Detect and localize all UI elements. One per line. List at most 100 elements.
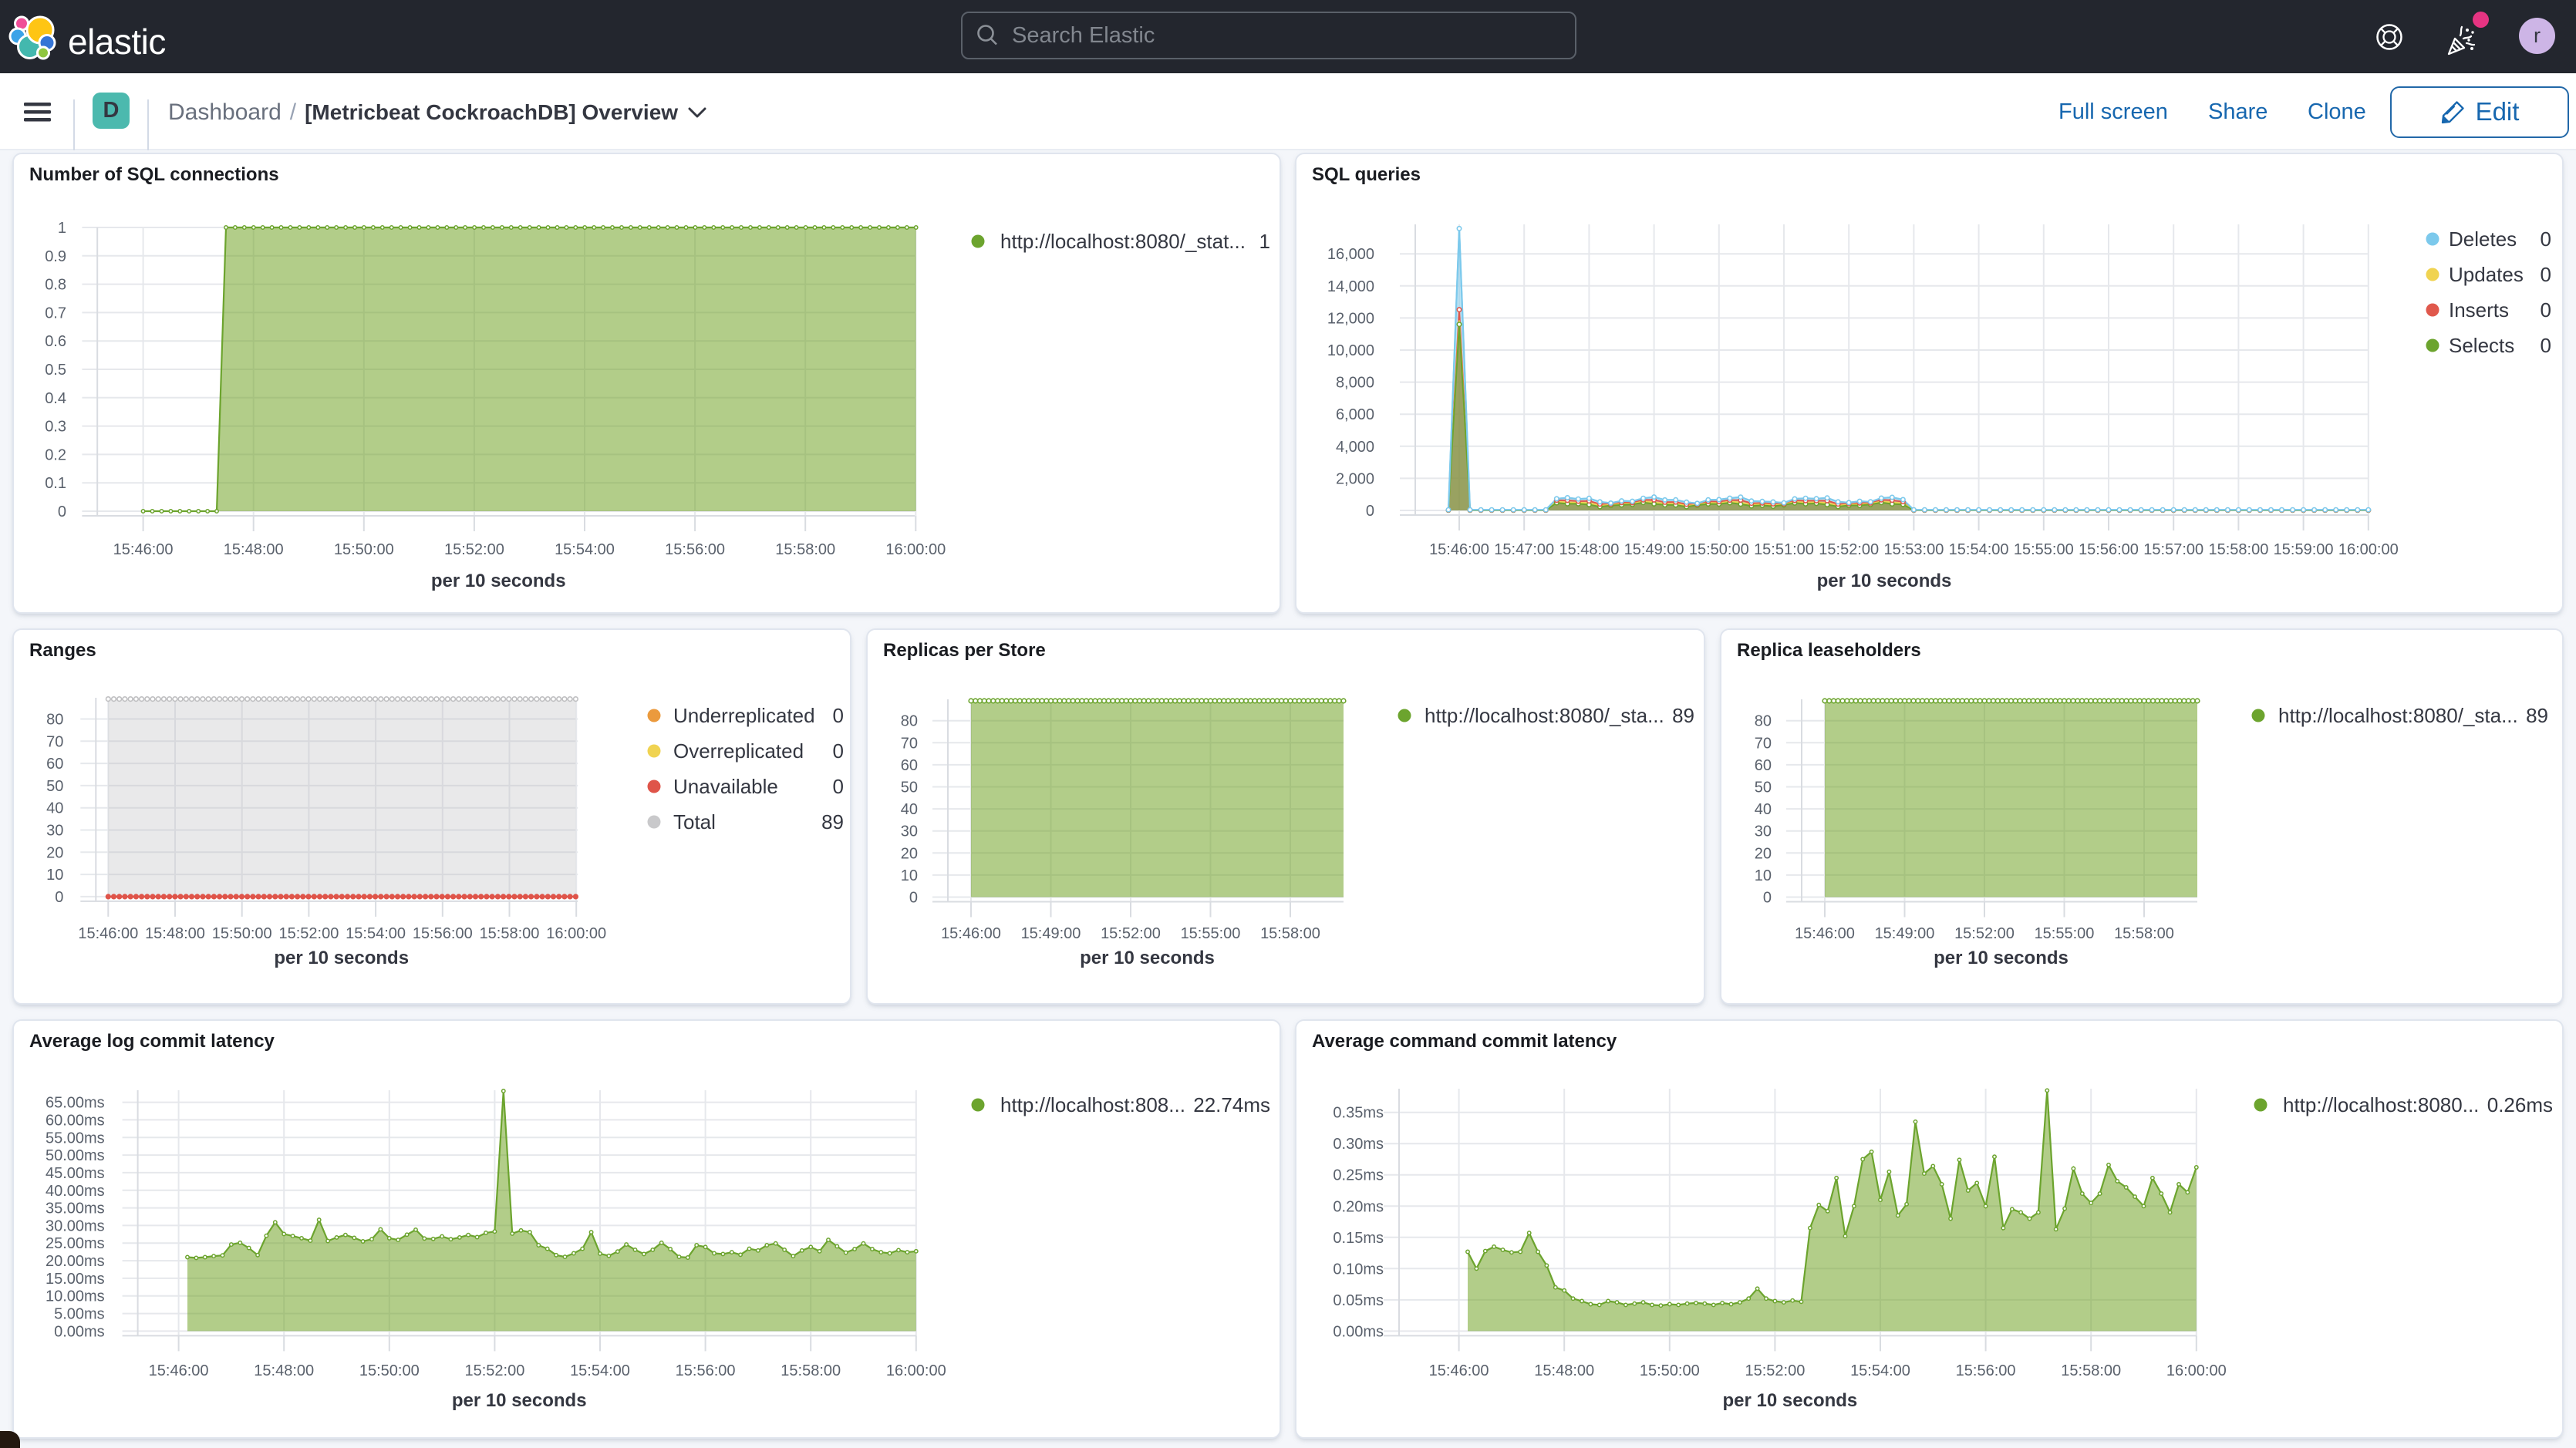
svg-text:40: 40 — [901, 801, 918, 818]
svg-text:40: 40 — [1755, 801, 1772, 818]
svg-text:89: 89 — [821, 810, 844, 833]
svg-text:0.00ms: 0.00ms — [1333, 1323, 1384, 1340]
svg-text:0: 0 — [1763, 890, 1772, 907]
svg-text:0: 0 — [833, 739, 844, 763]
svg-text:15:52:00: 15:52:00 — [1954, 925, 2015, 942]
svg-text:15:53:00: 15:53:00 — [1883, 541, 1944, 558]
svg-text:http://localhost:8080...: http://localhost:8080... — [2283, 1093, 2479, 1116]
svg-text:15:56:00: 15:56:00 — [1956, 1362, 2016, 1379]
svg-text:8,000: 8,000 — [1336, 375, 1374, 392]
svg-text:15:52:00: 15:52:00 — [1101, 925, 1161, 942]
svg-text:0.26ms: 0.26ms — [2487, 1093, 2553, 1116]
svg-text:per 10 seconds: per 10 seconds — [274, 948, 409, 968]
svg-text:80: 80 — [46, 712, 63, 729]
svg-text:5.00ms: 5.00ms — [54, 1306, 105, 1323]
svg-text:Number of SQL connections: Number of SQL connections — [29, 164, 279, 185]
svg-text:Replicas per Store: Replicas per Store — [883, 640, 1046, 661]
svg-text:15:58:00: 15:58:00 — [2114, 925, 2174, 942]
svg-text:12,000: 12,000 — [1327, 310, 1374, 327]
svg-text:15:48:00: 15:48:00 — [1559, 541, 1619, 558]
svg-text:0: 0 — [909, 890, 918, 907]
svg-text:35.00ms: 35.00ms — [46, 1200, 105, 1217]
svg-text:15:49:00: 15:49:00 — [1875, 925, 1935, 942]
svg-text:15:51:00: 15:51:00 — [1754, 541, 1814, 558]
svg-text:20: 20 — [901, 845, 918, 862]
svg-text:0: 0 — [1366, 503, 1374, 520]
svg-text:50.00ms: 50.00ms — [46, 1147, 105, 1164]
svg-text:16,000: 16,000 — [1327, 246, 1374, 263]
svg-text:Updates: Updates — [2449, 263, 2524, 286]
svg-text:15:48:00: 15:48:00 — [145, 925, 205, 942]
svg-text:65.00ms: 65.00ms — [46, 1095, 105, 1112]
svg-text:per 10 seconds: per 10 seconds — [1723, 1390, 1858, 1411]
svg-text:15:50:00: 15:50:00 — [359, 1362, 420, 1379]
svg-text:60: 60 — [901, 757, 918, 774]
svg-text:0.00ms: 0.00ms — [54, 1323, 105, 1340]
svg-text:15:58:00: 15:58:00 — [775, 541, 835, 558]
svg-text:1: 1 — [1259, 230, 1270, 253]
svg-text:45.00ms: 45.00ms — [46, 1165, 105, 1182]
svg-text:55.00ms: 55.00ms — [46, 1130, 105, 1147]
svg-text:0.1: 0.1 — [45, 475, 66, 492]
svg-text:15:46:00: 15:46:00 — [78, 925, 138, 942]
svg-text:0: 0 — [833, 775, 844, 798]
svg-text:20.00ms: 20.00ms — [46, 1253, 105, 1270]
svg-text:15:54:00: 15:54:00 — [570, 1362, 630, 1379]
svg-text:0: 0 — [2541, 227, 2551, 251]
svg-text:15:50:00: 15:50:00 — [212, 925, 272, 942]
svg-text:16:00:00: 16:00:00 — [885, 541, 946, 558]
svg-text:80: 80 — [901, 713, 918, 730]
svg-text:0.25ms: 0.25ms — [1333, 1167, 1384, 1184]
svg-text:15:46:00: 15:46:00 — [941, 925, 1001, 942]
svg-text:http://localhost:8080/_stat...: http://localhost:8080/_stat... — [1000, 230, 1246, 253]
svg-text:70: 70 — [46, 733, 63, 750]
svg-text:16:00:00: 16:00:00 — [2338, 541, 2399, 558]
svg-text:15:52:00: 15:52:00 — [464, 1362, 524, 1379]
svg-text:40: 40 — [46, 800, 63, 817]
svg-text:20: 20 — [46, 844, 63, 861]
svg-text:15:50:00: 15:50:00 — [1689, 541, 1749, 558]
svg-text:2,000: 2,000 — [1336, 470, 1374, 487]
svg-text:0.15ms: 0.15ms — [1333, 1230, 1384, 1247]
svg-text:15:52:00: 15:52:00 — [1745, 1362, 1805, 1379]
svg-text:0.6: 0.6 — [45, 333, 66, 350]
svg-text:30.00ms: 30.00ms — [46, 1217, 105, 1234]
svg-text:per 10 seconds: per 10 seconds — [1817, 571, 1952, 591]
svg-text:50: 50 — [46, 778, 63, 795]
svg-text:0.8: 0.8 — [45, 277, 66, 294]
svg-text:89: 89 — [1672, 704, 1694, 727]
svg-text:per 10 seconds: per 10 seconds — [452, 1390, 587, 1411]
svg-text:16:00:00: 16:00:00 — [886, 1362, 946, 1379]
svg-text:0: 0 — [55, 889, 63, 906]
svg-text:0.10ms: 0.10ms — [1333, 1261, 1384, 1278]
svg-text:70: 70 — [901, 735, 918, 752]
svg-text:40.00ms: 40.00ms — [46, 1183, 105, 1200]
svg-text:15:46:00: 15:46:00 — [113, 541, 174, 558]
svg-text:Ranges: Ranges — [29, 640, 96, 661]
svg-text:15:48:00: 15:48:00 — [1534, 1362, 1594, 1379]
svg-text:10: 10 — [46, 867, 63, 884]
svg-text:50: 50 — [901, 780, 918, 796]
svg-text:6,000: 6,000 — [1336, 406, 1374, 423]
svg-text:22.74ms: 22.74ms — [1193, 1093, 1270, 1116]
svg-text:15:48:00: 15:48:00 — [254, 1362, 314, 1379]
svg-text:15:55:00: 15:55:00 — [2014, 541, 2074, 558]
svg-text:15:50:00: 15:50:00 — [1640, 1362, 1700, 1379]
svg-text:Deletes: Deletes — [2449, 227, 2517, 251]
svg-text:15:58:00: 15:58:00 — [480, 925, 540, 942]
svg-text:0.4: 0.4 — [45, 390, 66, 407]
svg-text:15:49:00: 15:49:00 — [1624, 541, 1684, 558]
svg-text:15:56:00: 15:56:00 — [2079, 541, 2139, 558]
svg-text:0: 0 — [2541, 298, 2551, 322]
svg-text:0: 0 — [58, 503, 66, 520]
svg-text:0.30ms: 0.30ms — [1333, 1136, 1384, 1153]
svg-text:25.00ms: 25.00ms — [46, 1235, 105, 1252]
svg-text:15:46:00: 15:46:00 — [1429, 1362, 1489, 1379]
svg-text:20: 20 — [1755, 845, 1772, 862]
svg-text:60: 60 — [46, 756, 63, 773]
svg-text:10.00ms: 10.00ms — [46, 1288, 105, 1305]
svg-text:15:58:00: 15:58:00 — [781, 1362, 841, 1379]
svg-text:89: 89 — [2526, 704, 2548, 727]
svg-text:0.9: 0.9 — [45, 248, 66, 265]
svg-text:60.00ms: 60.00ms — [46, 1112, 105, 1129]
